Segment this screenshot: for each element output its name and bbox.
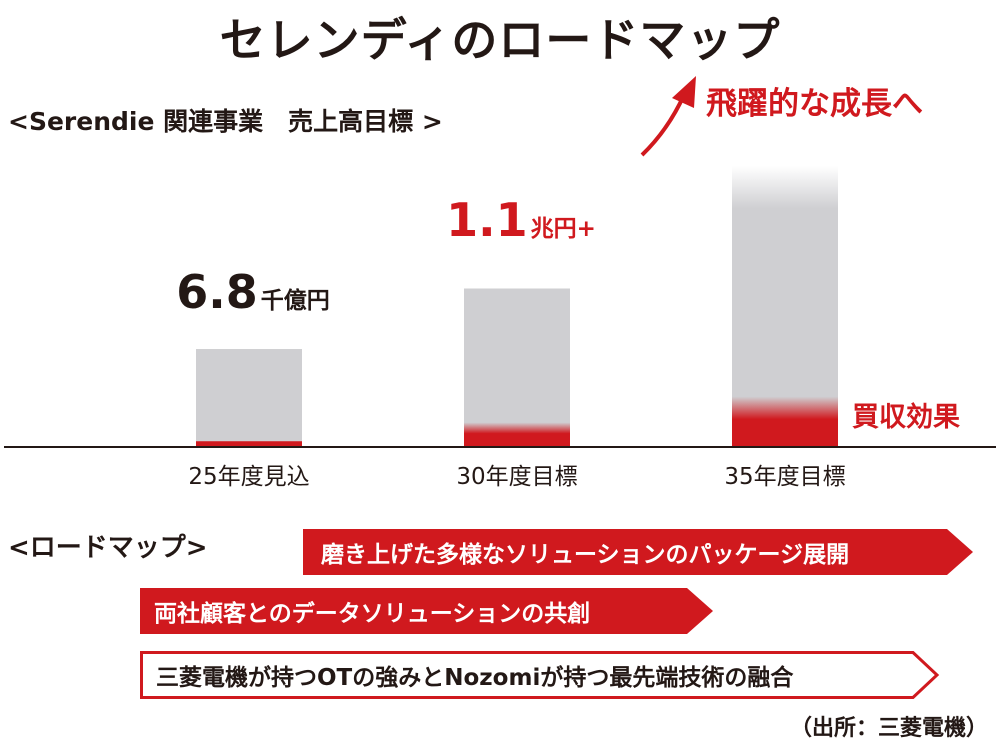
roadmap-arrow-3: 三菱電機が持つOTの強みとNozomiが持つ最先端技術の融合 [140, 651, 940, 699]
chart-subtitle: <Serendie 関連事業 売上高目標 > [8, 107, 443, 136]
roadmap-arrow-1: 磨き上げた多様なソリューションのパッケージ展開 [303, 529, 973, 575]
bar-total-1 [464, 288, 570, 447]
growth-arrow [640, 76, 696, 157]
arrow-shape [140, 651, 940, 699]
bar-acquisition-1 [464, 422, 570, 447]
source-note: （出所：三菱電機） [789, 716, 988, 741]
x-tick-label: 35年度目標 [724, 464, 845, 490]
value-unit: 千億円 [261, 287, 330, 314]
roadmap-item-text: 磨き上げた多様なソリューションのパッケージ展開 [321, 542, 850, 568]
bar-total-0 [196, 349, 302, 447]
value-label-1: 1.1 兆円+ [446, 193, 596, 247]
roadmap-arrow-2: 両社顧客とのデータソリューションの共創 [140, 588, 713, 634]
value-label-0: 6.8 千億円 [176, 265, 330, 319]
bar-acquisition-2 [732, 396, 838, 447]
bar-acquisition-0 [196, 441, 302, 447]
roadmap-item-text: 三菱電機が持つOTの強みとNozomiが持つ最先端技術の融合 [156, 665, 794, 691]
acquisition-annotation: 買収効果 [852, 401, 960, 433]
arrow-shape [303, 529, 973, 575]
x-tick-label: 25年度見込 [188, 464, 309, 490]
growth-annotation: 飛躍的な成長へ [706, 86, 923, 122]
roadmap-item-text: 両社顧客とのデータソリューションの共創 [154, 601, 591, 627]
value-number: 1.1 [446, 193, 528, 247]
value-number: 6.8 [176, 265, 258, 319]
chart-title: セレンディのロードマップ [219, 13, 781, 67]
arrow-shape [140, 588, 713, 634]
x-tick-label: 30年度目標 [456, 464, 577, 490]
value-unit: 兆円+ [531, 216, 596, 242]
roadmap-label: <ロードマップ> [8, 533, 208, 563]
